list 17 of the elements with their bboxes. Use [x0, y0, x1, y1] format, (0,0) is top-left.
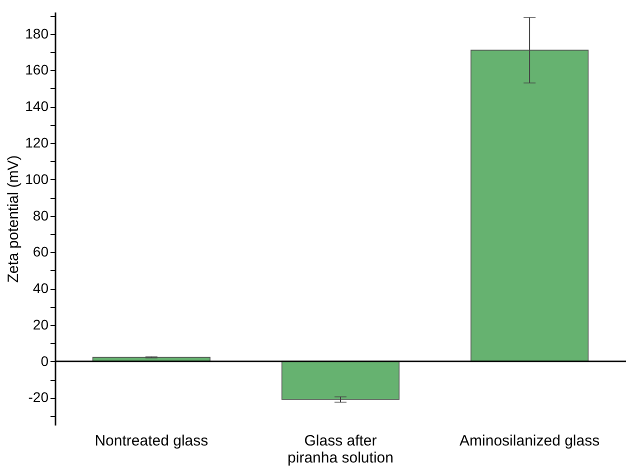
y-tick-label: 60 [32, 244, 49, 260]
x-tick-label: Aminosilanized glass [460, 432, 600, 450]
y-tick-label: 20 [32, 316, 49, 332]
y-tick-label: 120 [25, 134, 49, 150]
y-tick-label: 80 [32, 207, 49, 224]
bar [281, 360, 400, 400]
x-tick-label: Nontreated glass [94, 432, 208, 450]
y-tick-label: 40 [32, 280, 49, 296]
y-tick-label: 100 [25, 170, 49, 187]
bar [470, 50, 589, 362]
y-tick-label: 180 [25, 25, 49, 42]
x-tick-label: Glass after piranha solution [288, 432, 394, 466]
y-axis-title: Zeta potential (mV) [5, 155, 22, 283]
y-tick-label: 160 [25, 62, 49, 78]
y-tick-label: 140 [25, 98, 49, 114]
y-tick-label: -20 [28, 389, 49, 406]
y-tick-label: 0 [40, 352, 49, 369]
